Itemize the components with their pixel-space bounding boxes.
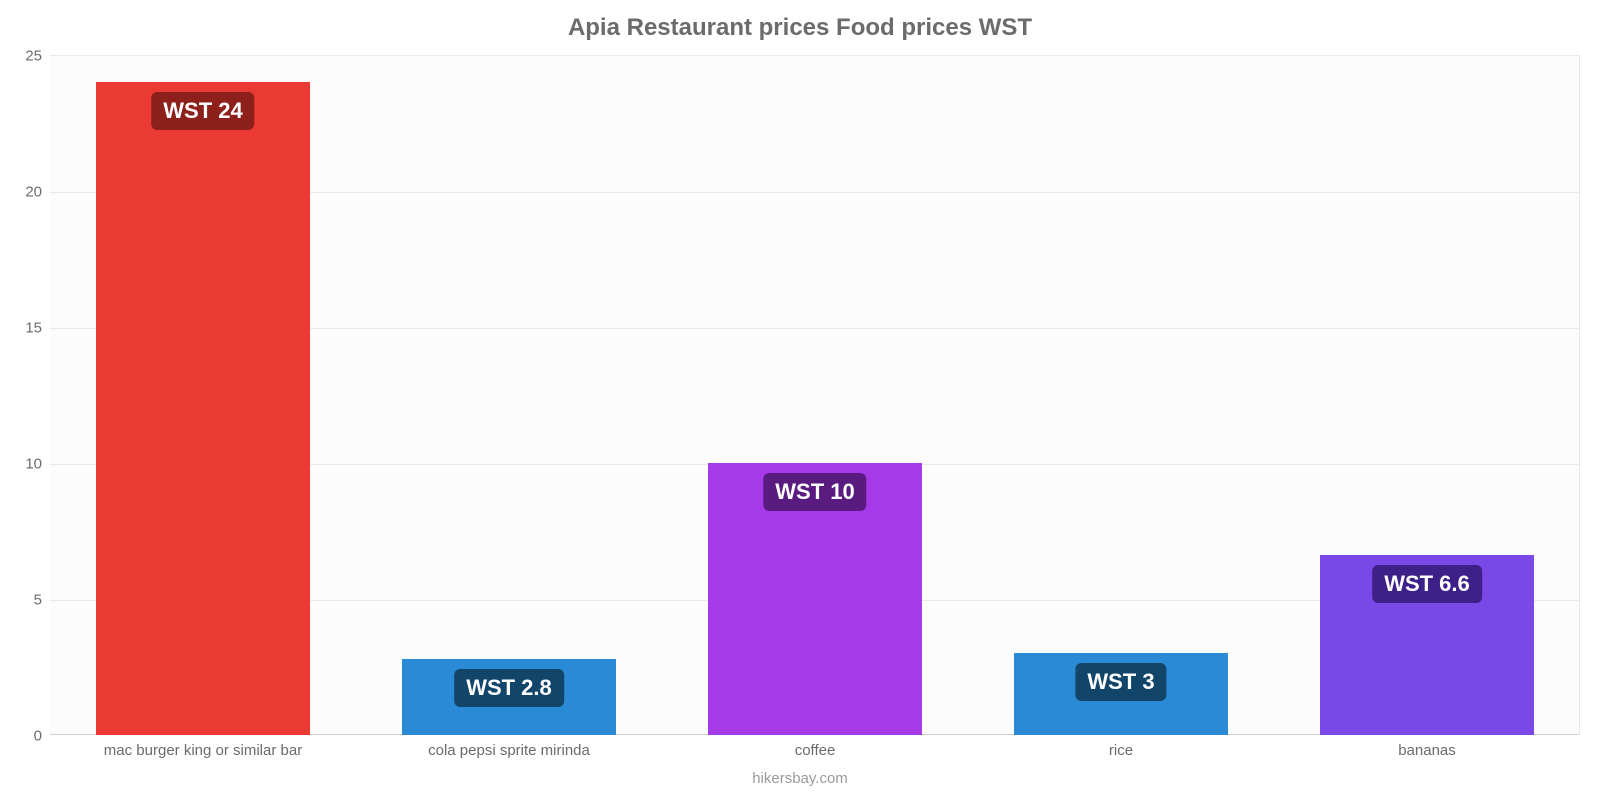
bar: WST 10 — [708, 463, 922, 735]
chart-title: Apia Restaurant prices Food prices WST — [0, 14, 1600, 42]
x-tick-label: mac burger king or similar bar — [104, 742, 302, 759]
x-tick-label: cola pepsi sprite mirinda — [428, 742, 590, 759]
bar-value-label: WST 6.6 — [1372, 565, 1482, 603]
x-tick-label: bananas — [1398, 742, 1456, 759]
bar: WST 6.6 — [1320, 555, 1534, 735]
bar-chart: Apia Restaurant prices Food prices WST 0… — [0, 0, 1600, 800]
y-tick-label: 10 — [25, 456, 42, 473]
y-tick-label: 25 — [25, 48, 42, 65]
x-tick-label: rice — [1109, 742, 1133, 759]
plot-area: 0510152025WST 24WST 2.8WST 10WST 3WST 6.… — [50, 55, 1580, 735]
bar-value-label: WST 3 — [1075, 663, 1166, 701]
bar-value-label: WST 10 — [763, 473, 866, 511]
y-tick-label: 0 — [34, 728, 42, 745]
attribution-text: hikersbay.com — [0, 770, 1600, 787]
bar-value-label: WST 24 — [151, 92, 254, 130]
bar-value-label: WST 2.8 — [454, 669, 564, 707]
bar: WST 2.8 — [402, 659, 616, 735]
bar: WST 3 — [1014, 653, 1228, 735]
y-tick-label: 15 — [25, 320, 42, 337]
y-tick-label: 20 — [25, 184, 42, 201]
x-tick-label: coffee — [795, 742, 836, 759]
y-tick-label: 5 — [34, 592, 42, 609]
bar: WST 24 — [96, 82, 310, 735]
